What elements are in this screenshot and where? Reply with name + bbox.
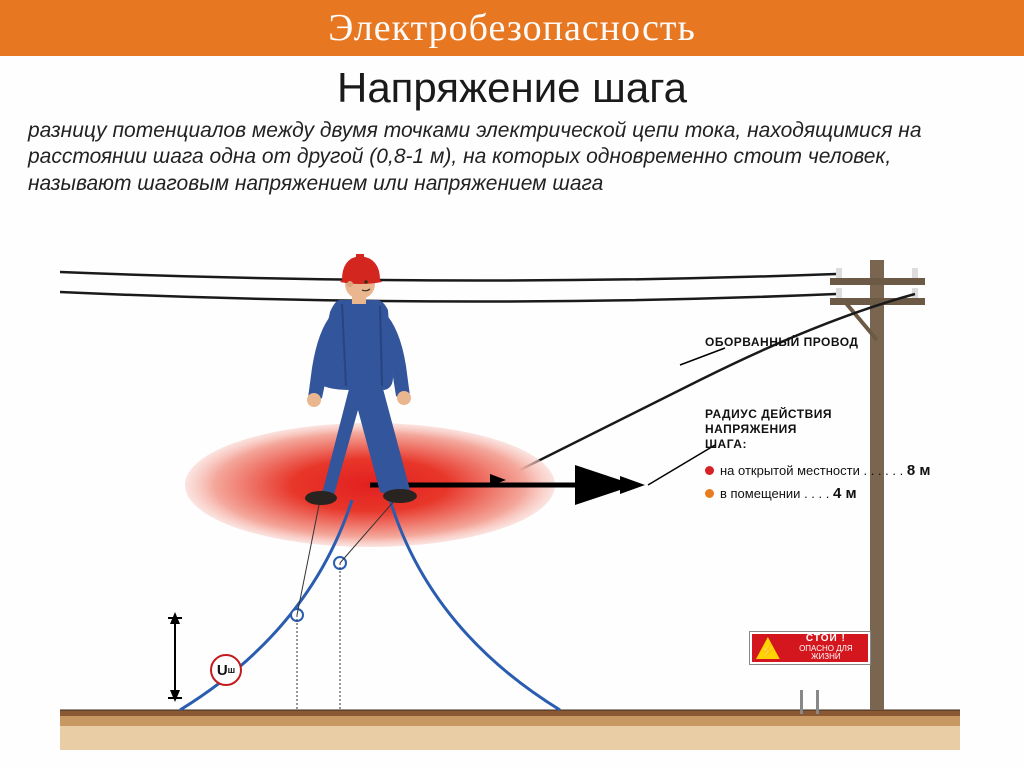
ground-top-layer	[60, 710, 960, 716]
open-area-text: на открытой местности	[720, 463, 860, 478]
step-voltage-diagram: ОБОРВАННЫЙ ПРОВОД РАДИУС ДЕЙСТВИЯ НАПРЯЖ…	[60, 240, 960, 750]
side-labels: ОБОРВАННЫЙ ПРОВОД РАДИУС ДЕЙСТВИЯ НАПРЯЖ…	[705, 335, 940, 502]
voltage-u: U	[217, 662, 228, 679]
red-dot-icon	[705, 466, 714, 475]
header-band: Электробезопасность	[0, 0, 1024, 56]
radius-title: РАДИУС ДЕЙСТВИЯ НАПРЯЖЕНИЯ ШАГА:	[705, 407, 940, 452]
voltage-sub: ш	[228, 665, 236, 675]
radius-title-l3: ШАГА:	[705, 437, 747, 451]
ground-bottom-layer	[60, 726, 960, 750]
voltage-symbol: Uш	[210, 654, 242, 686]
open-area-value: 8 м	[907, 462, 931, 479]
ground-mid-layer	[60, 716, 960, 726]
power-line-1	[60, 272, 836, 281]
header-title: Электробезопасность	[328, 6, 696, 50]
open-area-row: на открытой местности . . . . . . 8 м	[705, 462, 940, 479]
radius-title-l2: НАПРЯЖЕНИЯ	[705, 422, 797, 436]
power-line-2	[60, 292, 836, 302]
orange-dot-icon	[705, 489, 714, 498]
warning-sign: ⚡ СТОЙ ! ОПАСНО ДЛЯ ЖИЗНИ	[750, 632, 870, 690]
indoor-row: в помещении . . . . 4 м	[705, 485, 940, 502]
indoor-value: 4 м	[833, 485, 857, 502]
warn-danger-text: ОПАСНО ДЛЯ ЖИЗНИ	[784, 645, 868, 662]
broken-wire-label: ОБОРВАННЫЙ ПРОВОД	[705, 335, 940, 349]
radius-title-l1: РАДИУС ДЕЙСТВИЯ	[705, 407, 832, 421]
definition-text: разницу потенциалов между двумя точками …	[0, 112, 1024, 197]
page-subtitle: Напряжение шага	[0, 64, 1024, 112]
indoor-text: в помещении	[720, 486, 800, 501]
hazard-triangle-icon: ⚡	[756, 637, 780, 659]
